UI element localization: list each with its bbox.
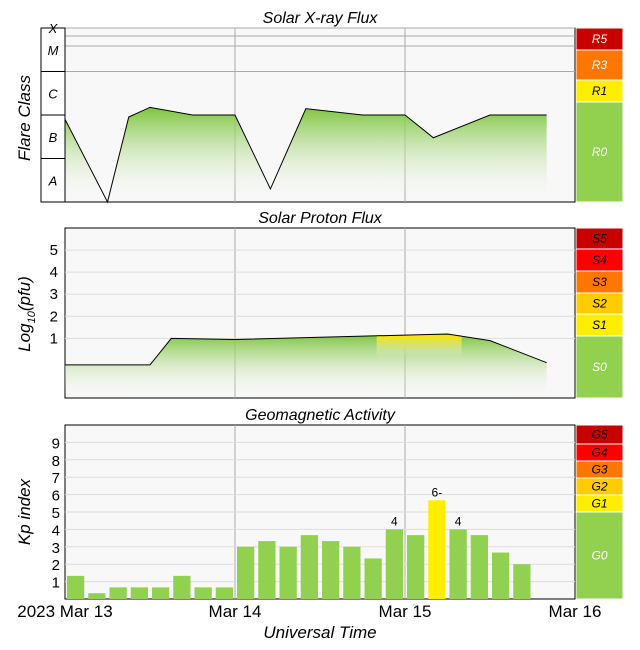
kp-ytick: 4 — [52, 522, 60, 539]
flare-class-m: M — [48, 43, 59, 58]
proton-ytick: 4 — [50, 264, 58, 281]
x-tick-label: Mar 14 — [209, 602, 262, 621]
kp-ytick: 7 — [52, 470, 60, 487]
kp-ytick: 2 — [52, 557, 60, 574]
proton-ytick: 1 — [50, 330, 58, 347]
proton-ytick: 5 — [50, 242, 58, 259]
r-scale-label: R3 — [592, 58, 608, 72]
kp-ytick: 6 — [52, 488, 60, 505]
x-tick-label: Mar 16 — [549, 602, 602, 621]
x-tick-label: Mar 15 — [379, 602, 432, 621]
radiation-storm-scale: S5 S4 S3 S2 S1 S0 — [575, 227, 624, 399]
kp-title: Geomagnetic Activity — [245, 407, 396, 424]
s-scale-s0 — [575, 335, 624, 399]
xray-flux-line — [64, 106, 547, 204]
kp-bar — [130, 587, 148, 599]
flare-class-c: C — [48, 86, 58, 101]
kp-bar — [322, 541, 340, 599]
s-scale-label: S1 — [592, 318, 607, 332]
kp-ytick: 5 — [52, 505, 60, 522]
kp-bar — [215, 587, 233, 599]
proton-title: Solar Proton Flux — [258, 210, 383, 227]
x-axis: 2023 Mar 13 Mar 14 Mar 15 Mar 16 Univers… — [17, 602, 601, 642]
kp-bar-label: 4 — [455, 514, 462, 528]
r-scale-label: R5 — [592, 32, 608, 46]
r-scale-r0 — [575, 101, 624, 203]
xray-flux-area — [64, 106, 547, 204]
xray-title: Solar X-ray Flux — [263, 10, 379, 27]
kp-bar — [300, 535, 318, 599]
x-tick-label: 2023 Mar 13 — [17, 602, 112, 621]
kp-ylabel: Kp index — [15, 478, 34, 545]
kp-bar — [67, 575, 85, 599]
kp-ytick: 9 — [52, 435, 60, 452]
proton-yticks: 1 2 3 4 5 — [50, 242, 58, 347]
g-scale-label: G2 — [591, 480, 607, 494]
proton-ylabel: Log10(pfu) — [15, 276, 38, 352]
kp-ytick: 8 — [52, 453, 60, 470]
kp-bar — [364, 558, 382, 599]
kp-ytick: 1 — [52, 575, 60, 592]
s-scale-label: S5 — [592, 232, 607, 246]
kp-bar-label: 6- — [432, 485, 443, 499]
flare-class-a: A — [48, 173, 58, 188]
proton-s1-fill — [376, 335, 462, 358]
kp-bar — [109, 587, 127, 599]
kp-bar — [407, 535, 425, 599]
geomagnetic-storm-scale: G5 G4 G3 G2 G1 G0 — [575, 424, 624, 600]
kp-bar — [258, 541, 276, 599]
proton-flux-area — [65, 333, 547, 398]
g-scale-label: G0 — [591, 549, 607, 563]
s-scale-label: S2 — [592, 297, 607, 311]
g-scale-label: G3 — [591, 463, 607, 477]
xray-ylabel: Flare Class — [15, 75, 34, 161]
kp-bar-label: 4 — [391, 514, 398, 528]
kp-bar — [279, 546, 297, 599]
x-axis-title: Universal Time — [263, 623, 376, 642]
proton-ytick: 3 — [50, 286, 58, 303]
kp-bar — [385, 529, 403, 599]
proton-ylabel-main: Log — [15, 323, 34, 352]
kp-bar — [343, 546, 361, 599]
kp-bar — [492, 552, 510, 599]
kp-bar — [173, 575, 191, 599]
kp-gridlines — [65, 425, 575, 599]
proton-flux-line — [65, 333, 547, 366]
g-scale-label: G1 — [591, 497, 607, 511]
r-scale-label: R1 — [592, 84, 607, 98]
proton-ylabel-sub: 10 — [26, 310, 38, 323]
g-scale-label: G4 — [591, 446, 607, 460]
kp-bar — [449, 529, 467, 599]
radio-blackout-scale: R5 R3 R1 R0 — [575, 27, 624, 203]
kp-bar — [194, 587, 212, 599]
s-scale-label: S3 — [592, 275, 607, 289]
proton-ylabel-tail: (pfu) — [15, 276, 34, 311]
g-scale-g0 — [575, 511, 624, 600]
kp-bars: 4 6- 4 — [67, 485, 531, 599]
kp-bar — [513, 564, 531, 599]
proton-ytick: 2 — [50, 308, 58, 325]
kp-bar — [237, 546, 255, 599]
r-scale-label: R0 — [592, 145, 608, 159]
kp-bar — [470, 535, 488, 599]
r-scale-r3 — [575, 49, 624, 81]
kp-bar — [88, 593, 106, 599]
flare-class-b: B — [49, 130, 58, 145]
g-scale-label: G5 — [591, 428, 607, 442]
s-scale-label: S4 — [592, 253, 607, 267]
kp-bar — [428, 500, 446, 599]
s-scale-label: S0 — [592, 360, 607, 374]
xray-flux-fill — [65, 107, 547, 202]
kp-ytick: 3 — [52, 540, 60, 557]
kp-bar — [152, 587, 170, 599]
